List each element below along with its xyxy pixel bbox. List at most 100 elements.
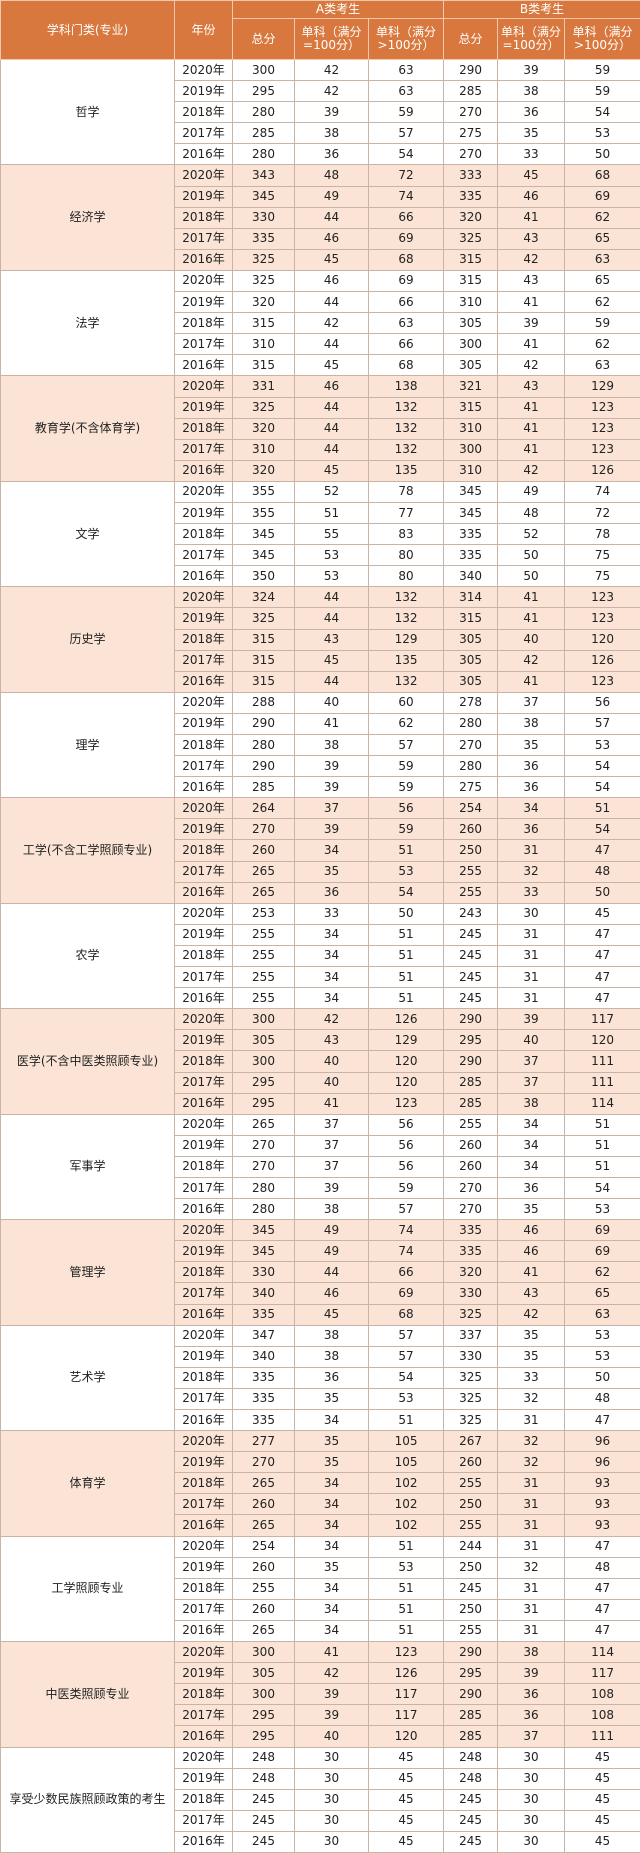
score-cell: 123: [565, 439, 640, 460]
score-cell: 34: [498, 1114, 565, 1135]
score-cell: 331: [233, 376, 295, 397]
score-cell: 295: [233, 1726, 295, 1747]
score-cell: 75: [565, 545, 640, 566]
score-cell: 33: [295, 903, 369, 924]
score-cell: 42: [498, 460, 565, 481]
score-cell: 53: [295, 566, 369, 587]
score-cell: 40: [295, 1726, 369, 1747]
score-cell: 123: [565, 587, 640, 608]
score-cell: 324: [233, 587, 295, 608]
score-cell: 68: [369, 1304, 444, 1325]
year-cell: 2016年: [175, 1410, 233, 1431]
score-cell: 129: [369, 629, 444, 650]
score-cell: 255: [233, 988, 295, 1009]
score-cell: 277: [233, 1431, 295, 1452]
score-cell: 37: [498, 1051, 565, 1072]
score-cell: 59: [369, 1177, 444, 1198]
score-cell: 340: [233, 1346, 295, 1367]
score-cell: 295: [233, 1093, 295, 1114]
score-cell: 244: [444, 1536, 498, 1557]
score-cell: 345: [233, 524, 295, 545]
score-cell: 330: [444, 1283, 498, 1304]
score-cell: 51: [565, 1156, 640, 1177]
score-cell: 41: [498, 1262, 565, 1283]
score-cell: 355: [233, 481, 295, 502]
score-cell: 51: [369, 1578, 444, 1599]
score-cell: 250: [444, 1557, 498, 1578]
year-cell: 2016年: [175, 566, 233, 587]
year-cell: 2019年: [175, 186, 233, 207]
year-cell: 2019年: [175, 819, 233, 840]
score-cell: 45: [295, 460, 369, 481]
score-cell: 265: [233, 1515, 295, 1536]
score-cell: 31: [498, 967, 565, 988]
score-cell: 43: [498, 228, 565, 249]
score-cell: 30: [498, 1810, 565, 1831]
score-cell: 34: [295, 988, 369, 1009]
category-cell: 工学照顾专业: [1, 1536, 175, 1641]
score-cell: 43: [295, 629, 369, 650]
score-cell: 52: [498, 524, 565, 545]
score-cell: 117: [369, 1705, 444, 1726]
score-cell: 245: [444, 1810, 498, 1831]
score-cell: 295: [444, 1030, 498, 1051]
category-cell: 艺术学: [1, 1325, 175, 1430]
score-cell: 132: [369, 418, 444, 439]
score-cell: 80: [369, 545, 444, 566]
score-cell: 265: [233, 861, 295, 882]
score-cell: 47: [565, 1410, 640, 1431]
year-cell: 2019年: [175, 1241, 233, 1262]
score-cell: 31: [498, 840, 565, 861]
score-cell: 54: [565, 102, 640, 123]
header-cell: 单科（满分=100分）: [498, 19, 565, 60]
year-cell: 2017年: [175, 1705, 233, 1726]
year-cell: 2018年: [175, 840, 233, 861]
score-cell: 34: [498, 1135, 565, 1156]
score-cell: 270: [444, 1199, 498, 1220]
score-cell: 126: [565, 460, 640, 481]
score-cell: 325: [444, 1410, 498, 1431]
score-cell: 43: [498, 270, 565, 291]
score-cell: 253: [233, 903, 295, 924]
score-cell: 335: [233, 228, 295, 249]
score-cell: 80: [369, 566, 444, 587]
score-cell: 35: [295, 1431, 369, 1452]
year-cell: 2017年: [175, 861, 233, 882]
score-cell: 57: [369, 1199, 444, 1220]
score-cell: 335: [444, 545, 498, 566]
category-cell: 农学: [1, 903, 175, 1008]
score-cell: 83: [369, 524, 444, 545]
score-cell: 245: [444, 1831, 498, 1852]
score-cell: 74: [565, 481, 640, 502]
score-cell: 325: [444, 1304, 498, 1325]
score-cell: 47: [565, 945, 640, 966]
score-cell: 320: [233, 418, 295, 439]
score-cell: 248: [444, 1768, 498, 1789]
score-cell: 295: [444, 1663, 498, 1684]
score-cell: 40: [295, 692, 369, 713]
header-cell: 学科门类(专业): [1, 1, 175, 60]
score-cell: 51: [369, 988, 444, 1009]
score-cell: 78: [369, 481, 444, 502]
score-cell: 37: [498, 692, 565, 713]
year-cell: 2019年: [175, 292, 233, 313]
score-cell: 315: [444, 249, 498, 270]
score-cell: 34: [295, 967, 369, 988]
header-cell: 单科（满分>100分）: [369, 19, 444, 60]
score-cell: 270: [444, 1177, 498, 1198]
score-cell: 245: [444, 945, 498, 966]
score-cell: 45: [369, 1831, 444, 1852]
score-cell: 38: [295, 1346, 369, 1367]
score-cell: 53: [565, 1199, 640, 1220]
score-cell: 120: [369, 1726, 444, 1747]
score-cell: 345: [444, 481, 498, 502]
year-cell: 2017年: [175, 967, 233, 988]
score-cell: 45: [295, 650, 369, 671]
year-cell: 2020年: [175, 376, 233, 397]
